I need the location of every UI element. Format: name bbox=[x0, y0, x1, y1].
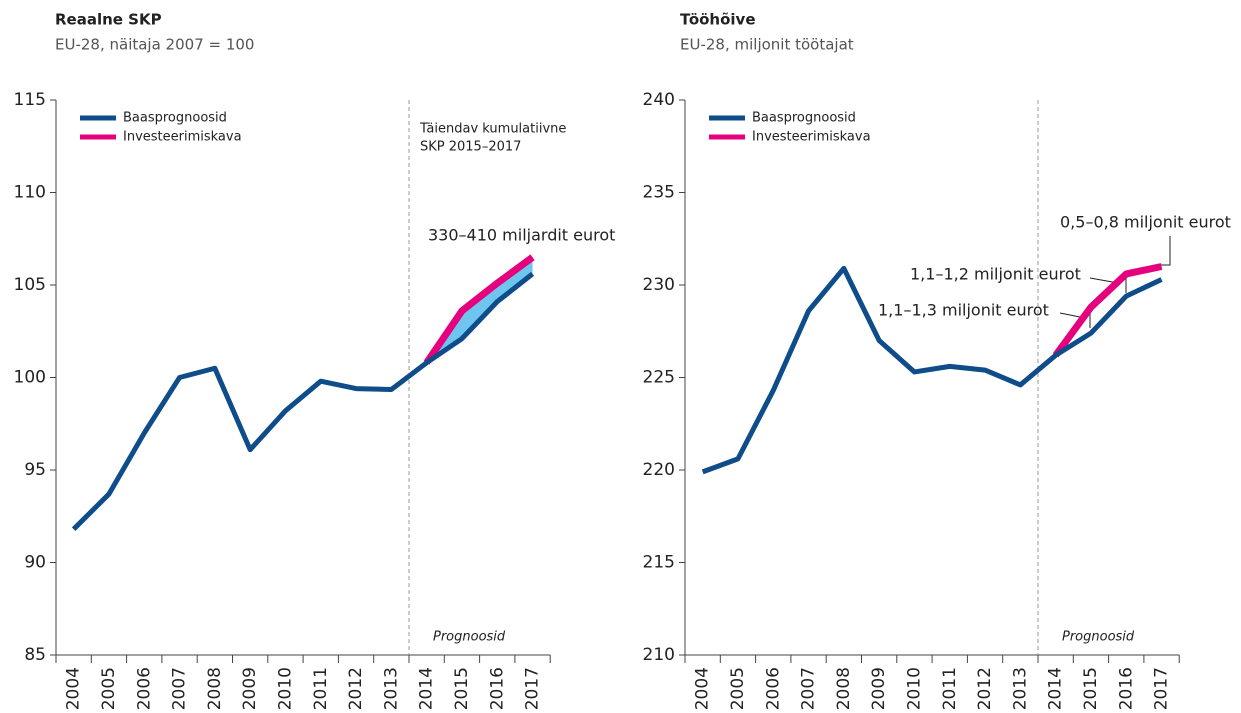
annotation: SKP 2015–2017 bbox=[420, 140, 521, 155]
band bbox=[426, 257, 533, 363]
x-tick-label: 2004 bbox=[64, 667, 84, 710]
x-tick-label: 2011 bbox=[940, 667, 960, 710]
x-tick-label: 2009 bbox=[240, 667, 260, 710]
annotation: 0,5–0,8 miljonit eurot bbox=[1060, 213, 1231, 232]
annotation: 1,1–1,2 miljonit eurot bbox=[910, 265, 1081, 284]
x-tick-label: 2016 bbox=[487, 667, 507, 710]
y-tick-label: 90 bbox=[24, 553, 46, 573]
x-tick-label: 2014 bbox=[1046, 667, 1066, 710]
x-tick-label: 2006 bbox=[134, 667, 154, 710]
y-tick-label: 95 bbox=[24, 460, 46, 480]
y-tick-label: 225 bbox=[643, 368, 675, 388]
x-tick-label: 2013 bbox=[1010, 667, 1030, 710]
y-tick-label: 100 bbox=[14, 368, 46, 388]
line-series bbox=[701, 265, 1163, 475]
x-tick-label: 2013 bbox=[381, 667, 401, 710]
x-tick-label: 2010 bbox=[904, 667, 924, 710]
legend-label: Investeerimiskava bbox=[123, 130, 242, 145]
x-tick-label: 2008 bbox=[205, 667, 225, 710]
annotation: Täiendav kumulatiivne bbox=[419, 122, 566, 137]
x-tick-label: 2007 bbox=[799, 667, 819, 710]
legend-label: Investeerimiskava bbox=[752, 130, 871, 145]
chart-subtitle: EU-28, miljonit töötajat bbox=[680, 36, 854, 54]
legend-label: Baasprognoosid bbox=[123, 111, 227, 126]
x-tick-label: 2009 bbox=[869, 667, 889, 710]
x-tick-label: 2017 bbox=[523, 667, 543, 710]
y-tick-label: 230 bbox=[643, 275, 675, 295]
chart-title: Reaalne SKP bbox=[55, 11, 162, 29]
x-tick-label: 2005 bbox=[99, 667, 119, 710]
legend-label: Baasprognoosid bbox=[752, 111, 856, 126]
y-tick-label: 220 bbox=[643, 460, 675, 480]
chart-title: Tööhõive bbox=[680, 11, 756, 29]
y-tick-label: 110 bbox=[14, 183, 46, 203]
x-tick-label: 2006 bbox=[763, 667, 783, 710]
y-tick-label: 85 bbox=[24, 645, 46, 665]
x-tick-label: 2011 bbox=[311, 667, 331, 710]
y-tick-label: 105 bbox=[14, 275, 46, 295]
line-series bbox=[1052, 263, 1163, 358]
line-series bbox=[423, 254, 535, 365]
y-tick-label: 215 bbox=[643, 553, 675, 573]
x-tick-label: 2014 bbox=[417, 667, 437, 710]
x-tick-label: 2008 bbox=[834, 667, 854, 710]
x-tick-label: 2012 bbox=[346, 667, 366, 710]
forecast-label: Prognoosid bbox=[433, 630, 506, 645]
y-tick-label: 210 bbox=[643, 645, 675, 665]
forecast-label: Prognoosid bbox=[1062, 630, 1135, 645]
line-series bbox=[71, 271, 535, 531]
y-tick-label: 240 bbox=[643, 90, 675, 110]
chart-subtitle: EU-28, näitaja 2007 = 100 bbox=[55, 36, 254, 54]
y-tick-label: 115 bbox=[14, 90, 46, 110]
y-tick-label: 235 bbox=[643, 183, 675, 203]
x-tick-label: 2010 bbox=[275, 667, 295, 710]
x-tick-label: 2016 bbox=[1116, 667, 1136, 710]
annotation: 1,1–1,3 miljonit eurot bbox=[878, 301, 1049, 320]
x-tick-label: 2015 bbox=[452, 667, 472, 710]
x-tick-label: 2015 bbox=[1081, 667, 1101, 710]
x-tick-label: 2004 bbox=[693, 667, 713, 710]
x-tick-label: 2012 bbox=[975, 667, 995, 710]
x-tick-label: 2007 bbox=[170, 667, 190, 710]
x-tick-label: 2005 bbox=[728, 667, 748, 710]
annotation: 330–410 miljardit eurot bbox=[428, 226, 615, 245]
x-tick-label: 2017 bbox=[1152, 667, 1172, 710]
